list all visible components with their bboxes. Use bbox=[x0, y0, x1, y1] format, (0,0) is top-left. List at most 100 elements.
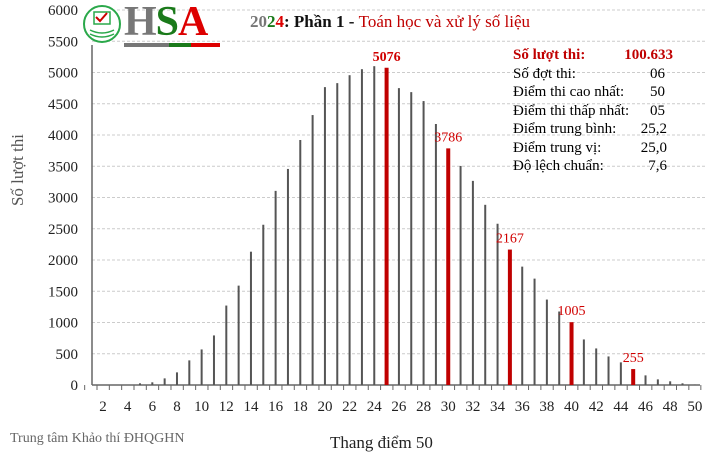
y-tick-label: 1000 bbox=[48, 316, 78, 332]
bar bbox=[644, 375, 647, 385]
bar bbox=[619, 362, 622, 385]
title-year-a: 20 bbox=[250, 12, 267, 31]
bar bbox=[459, 165, 462, 385]
stat-row: Độ lệch chuẩn: 7,6 bbox=[513, 157, 673, 176]
stat-label: Điểm thi cao nhất: bbox=[513, 84, 625, 100]
stat-label: Độ lệch chuẩn: bbox=[513, 158, 604, 174]
title-subject: Toán học và xử lý số liệu bbox=[358, 12, 531, 31]
y-tick-label: 3500 bbox=[48, 159, 78, 175]
x-axis-label: Thang điểm 50 bbox=[330, 433, 433, 452]
bar bbox=[422, 101, 425, 385]
bar bbox=[669, 381, 672, 385]
x-tick-label: 16 bbox=[268, 399, 284, 415]
logo-a: A bbox=[178, 0, 208, 45]
title-year-b: 2 bbox=[267, 12, 276, 31]
bar bbox=[262, 224, 265, 385]
stat-label: Số lượt thi: bbox=[513, 47, 586, 63]
logo-s: S bbox=[155, 0, 179, 45]
y-axis-label: Số lượt thi bbox=[8, 133, 27, 207]
footer-credit: Trung tâm Khảo thí ĐHQGHN bbox=[10, 431, 185, 446]
data-label: 255 bbox=[623, 351, 644, 366]
highlight-bar bbox=[384, 67, 389, 385]
bar bbox=[175, 372, 178, 385]
data-label: 1005 bbox=[558, 304, 586, 319]
stats-panel: Số lượt thi: 100.633 Số đợt thi: 06 Điểm t… bbox=[513, 46, 673, 176]
x-tick-label: 40 bbox=[564, 399, 579, 415]
y-tick-label: 5500 bbox=[48, 34, 78, 50]
x-tick-label: 14 bbox=[243, 399, 259, 415]
bar bbox=[521, 266, 524, 385]
bar bbox=[274, 190, 277, 385]
bar bbox=[595, 348, 598, 385]
bar bbox=[484, 204, 487, 385]
x-tick-label: 34 bbox=[490, 399, 506, 415]
bar bbox=[299, 140, 302, 385]
x-tick-label: 42 bbox=[589, 399, 604, 415]
bar bbox=[681, 383, 684, 385]
y-tick-label: 4500 bbox=[48, 97, 78, 113]
bar bbox=[323, 87, 326, 385]
y-tick-label: 3000 bbox=[48, 191, 78, 207]
bar bbox=[410, 92, 413, 385]
stat-value: 100.633 bbox=[624, 47, 673, 63]
bar bbox=[471, 180, 474, 385]
x-tick-label: 46 bbox=[638, 399, 654, 415]
stat-value: 05 bbox=[650, 102, 665, 119]
bar bbox=[434, 124, 437, 385]
bar bbox=[582, 339, 585, 385]
bar bbox=[545, 299, 548, 385]
y-tick-label: 6000 bbox=[48, 3, 78, 19]
stat-row: Điểm thi thấp nhất: 05 bbox=[513, 102, 673, 121]
stat-row: Số đợt thi: 06 bbox=[513, 65, 673, 84]
x-tick-label: 10 bbox=[194, 399, 209, 415]
stat-label: Số đợt thi: bbox=[513, 65, 576, 82]
x-tick-label: 38 bbox=[539, 399, 554, 415]
x-tick-label: 36 bbox=[515, 399, 531, 415]
stat-row: Điểm trung bình: 25,2 bbox=[513, 120, 673, 139]
x-tick-label: 2 bbox=[99, 399, 107, 415]
stat-value: 06 bbox=[650, 65, 665, 82]
x-tick-label: 20 bbox=[317, 399, 332, 415]
y-tick-label: 2500 bbox=[48, 222, 78, 238]
x-tick-label: 6 bbox=[149, 399, 157, 415]
chart-title: 2024: Phần 1 - Toán học và xử lý số liệu bbox=[250, 12, 530, 32]
data-label: 5076 bbox=[373, 50, 401, 65]
stat-value: 25,2 bbox=[640, 121, 667, 137]
y-tick-label: 2000 bbox=[48, 253, 78, 269]
highlight-bar bbox=[507, 249, 512, 385]
stat-value: 25,0 bbox=[640, 139, 667, 156]
x-tick-label: 12 bbox=[219, 399, 234, 415]
x-tick-label: 50 bbox=[687, 399, 702, 415]
bar bbox=[249, 251, 252, 385]
highlight-bar bbox=[446, 148, 451, 385]
stat-label: Điểm trung bình: bbox=[513, 121, 617, 137]
bar bbox=[225, 305, 228, 385]
x-tick-label: 24 bbox=[367, 399, 383, 415]
y-tick-label: 5000 bbox=[48, 66, 78, 82]
x-tick-label: 18 bbox=[293, 399, 308, 415]
bar bbox=[200, 349, 203, 385]
bar bbox=[286, 168, 289, 385]
vnu-emblem-icon bbox=[83, 5, 121, 43]
bar bbox=[533, 278, 536, 385]
bar bbox=[163, 378, 166, 385]
bar bbox=[237, 285, 240, 385]
title-year-c: 4 bbox=[275, 12, 285, 31]
y-tick-label: 0 bbox=[71, 378, 79, 394]
bar bbox=[496, 223, 499, 385]
bar bbox=[151, 382, 154, 385]
stat-label: Điểm thi thấp nhất: bbox=[513, 102, 630, 119]
x-tick-label: 4 bbox=[124, 399, 132, 415]
highlight-bar bbox=[631, 369, 636, 385]
x-tick-label: 28 bbox=[416, 399, 431, 415]
hsa-logo: HSA bbox=[82, 0, 220, 47]
stat-value: 7,6 bbox=[648, 158, 667, 174]
bar bbox=[336, 83, 339, 385]
bar bbox=[397, 88, 400, 385]
bar bbox=[212, 335, 215, 385]
data-label: 2167 bbox=[496, 232, 524, 247]
data-label: 3786 bbox=[434, 130, 462, 145]
x-tick-label: 8 bbox=[173, 399, 181, 415]
bar bbox=[188, 360, 191, 385]
